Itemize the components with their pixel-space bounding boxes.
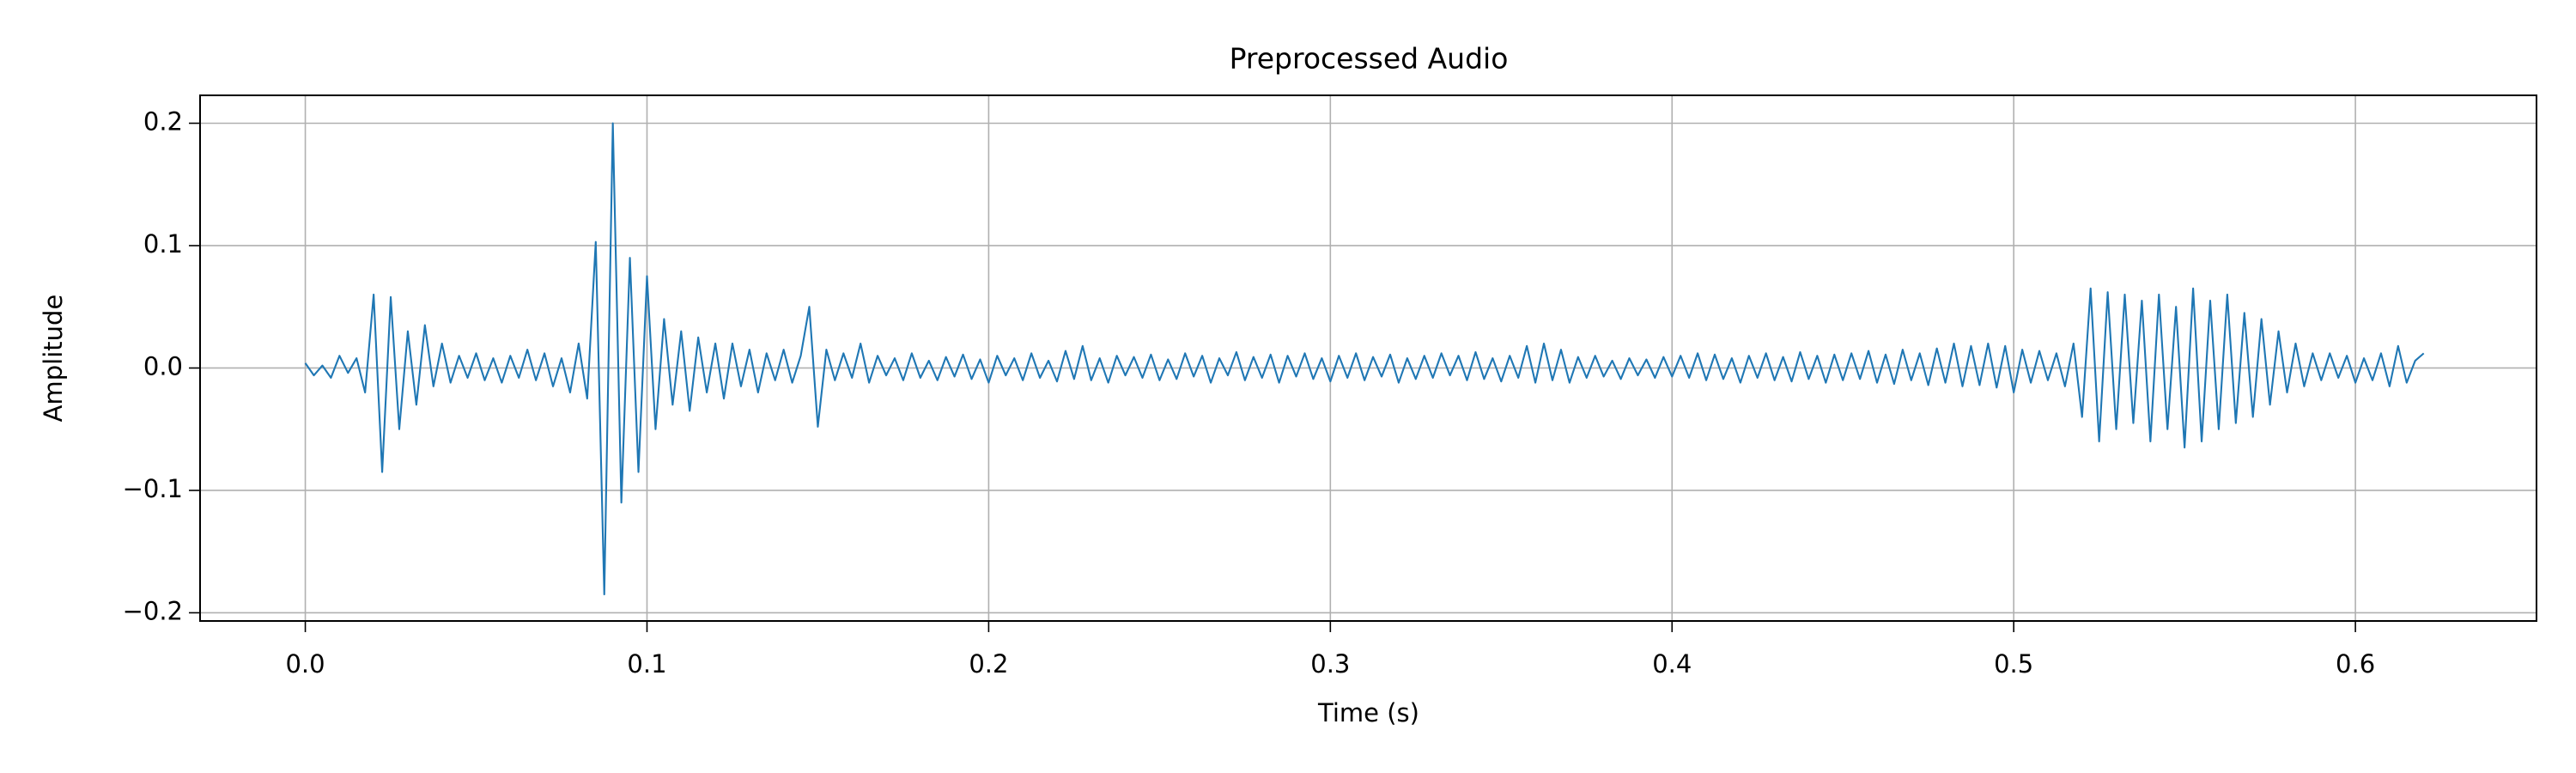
y-tick-label: −0.2: [123, 596, 183, 625]
axes-frame: [199, 94, 2537, 622]
x-tick-label: 0.1: [627, 649, 666, 679]
chart-title: Preprocessed Audio: [1230, 42, 1509, 76]
x-tick-label: 0.5: [1994, 649, 2033, 679]
y-tick-label: 0.0: [143, 351, 183, 380]
x-axis-label: Time (s): [1317, 698, 1419, 727]
ticks: 0.0 0.1 0.2 0.3 0.4 0.5 0.6 −0.2 −0.1 0.0 0.1 0.2: [123, 107, 2376, 679]
x-tick-label: 0.0: [285, 649, 325, 679]
y-tick-label: 0.1: [143, 229, 183, 259]
y-axis-label: Amplitude: [39, 295, 68, 423]
y-tick-label: 0.2: [143, 107, 183, 136]
x-tick-label: 0.3: [1310, 649, 1350, 679]
x-tick-label: 0.2: [969, 649, 1008, 679]
plot-area: [304, 122, 2425, 596]
x-tick-label: 0.6: [2336, 649, 2375, 679]
waveform-line: [304, 122, 2425, 596]
y-tick-label: −0.1: [123, 474, 183, 503]
x-tick-label: 0.4: [1652, 649, 1692, 679]
